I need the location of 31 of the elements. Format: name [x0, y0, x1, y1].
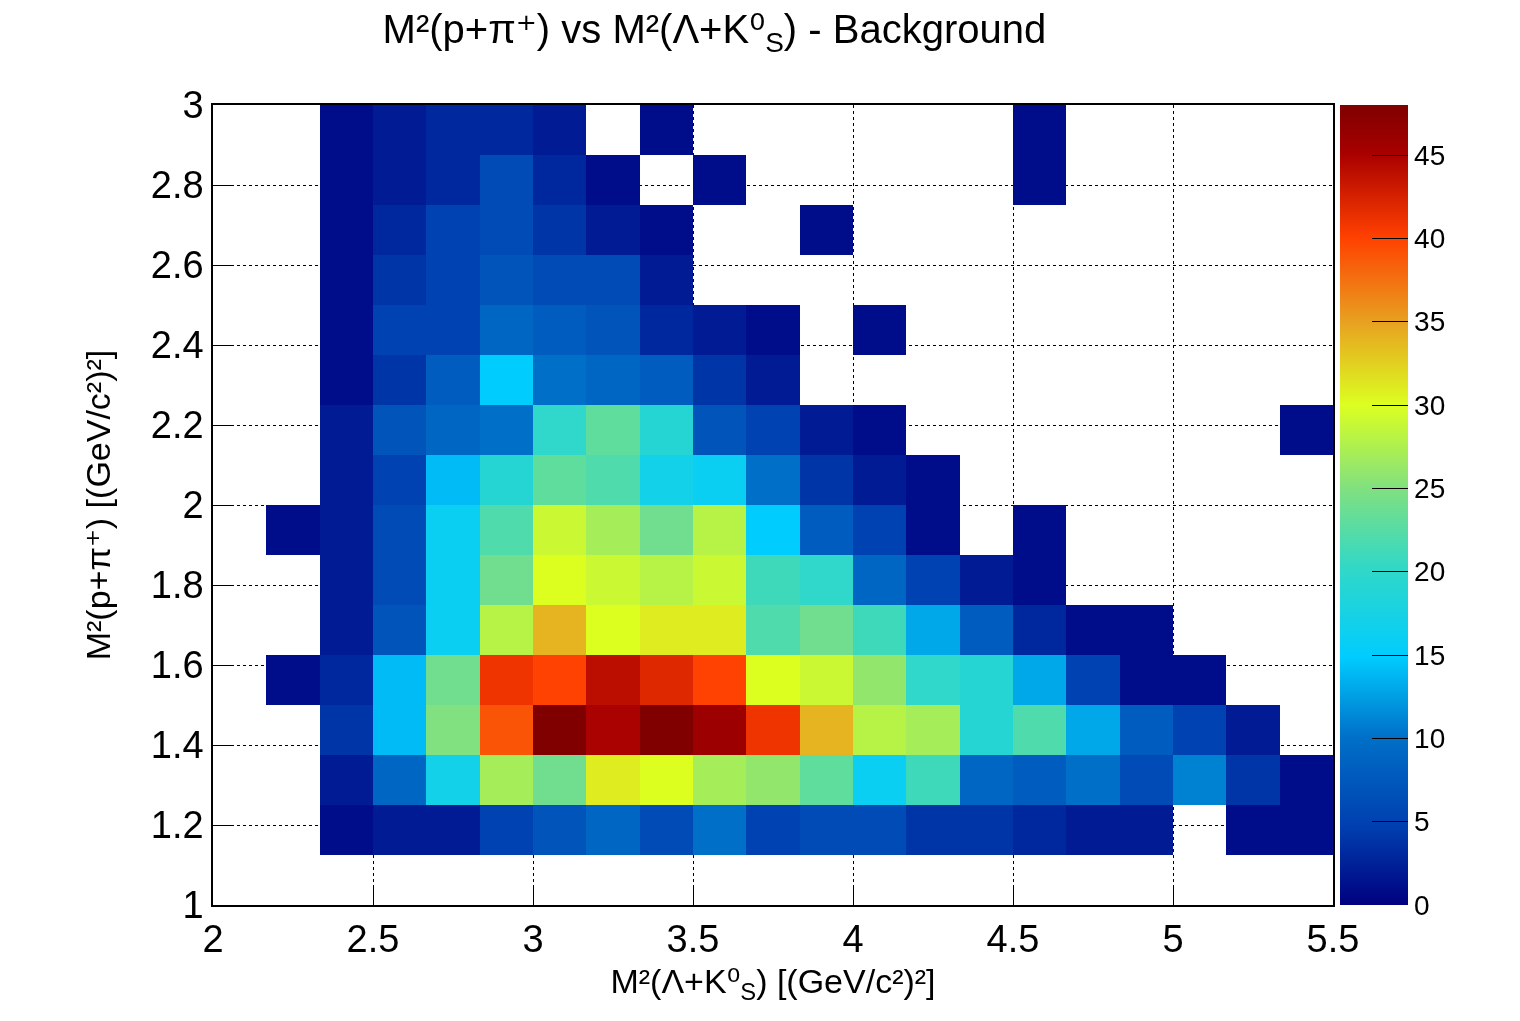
y-tick-label: 2.2	[150, 404, 204, 447]
y-tick-label: 1.4	[150, 724, 204, 767]
y-tick-label: 1.2	[150, 804, 204, 847]
color-bar-label: 15	[1414, 639, 1446, 671]
y-tick-label: 2.4	[150, 324, 204, 367]
color-bar-label: 20	[1414, 556, 1446, 588]
x-tick-label: 3	[522, 918, 544, 961]
y-tick-label: 2.6	[150, 244, 204, 287]
y-tick-label: 2	[182, 484, 204, 527]
color-bar-label: 35	[1414, 306, 1446, 338]
y-tick-label: 1	[182, 884, 204, 927]
color-bar-label: 40	[1414, 223, 1446, 255]
color-bar-label: 45	[1414, 139, 1446, 171]
x-tick-label: 3.5	[666, 918, 720, 961]
y-tick-label: 1.8	[150, 564, 204, 607]
y-tick-label: 1.6	[150, 644, 204, 687]
x-axis-title: M²(Λ+K⁰$_{S}$) [(GeV/c²)²]	[610, 962, 936, 1006]
color-bar-label: 30	[1414, 389, 1446, 421]
y-tick-label: 3	[182, 84, 204, 127]
y-axis-title: M²(p+π⁺) [(GeV/c²)²]	[78, 349, 117, 661]
color-bar-label: 10	[1414, 723, 1446, 755]
chart-title: M²(p+π⁺) vs M²(Λ+K⁰$_{S}$) - Background	[382, 7, 1047, 58]
y-tick-label: 2.8	[150, 164, 204, 207]
color-bar-label: 0	[1414, 889, 1430, 921]
color-bar-label: 5	[1414, 806, 1430, 838]
x-tick-label: 5	[1162, 918, 1184, 961]
x-tick-label: 4	[842, 918, 864, 961]
color-bar-label: 25	[1414, 473, 1446, 505]
x-tick-label: 2.5	[346, 918, 400, 961]
x-tick-label: 5.5	[1306, 918, 1360, 961]
x-tick-label: 4.5	[986, 918, 1040, 961]
